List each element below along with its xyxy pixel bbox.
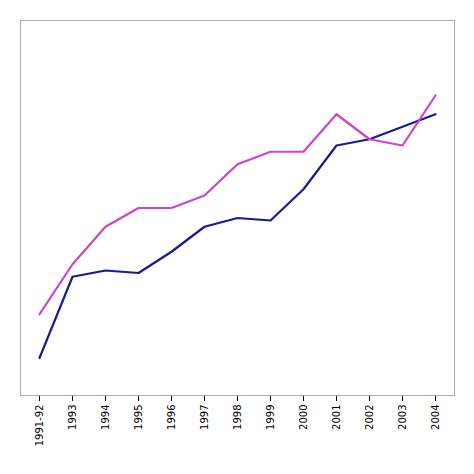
svg-text:2002: 2002: [364, 405, 375, 430]
svg-text:1995: 1995: [133, 405, 144, 430]
svg-text:1991-92: 1991-92: [34, 405, 45, 447]
svg-text:1993: 1993: [67, 405, 78, 430]
svg-text:1998: 1998: [232, 405, 243, 430]
svg-text:1996: 1996: [166, 405, 177, 430]
svg-text:2000: 2000: [298, 405, 309, 430]
svg-text:1994: 1994: [100, 405, 111, 430]
svg-text:1997: 1997: [199, 405, 210, 430]
svg-text:2001: 2001: [331, 405, 342, 430]
svg-text:1999: 1999: [265, 405, 276, 430]
svg-text:2003: 2003: [397, 405, 408, 430]
svg-text:2004: 2004: [430, 405, 441, 430]
